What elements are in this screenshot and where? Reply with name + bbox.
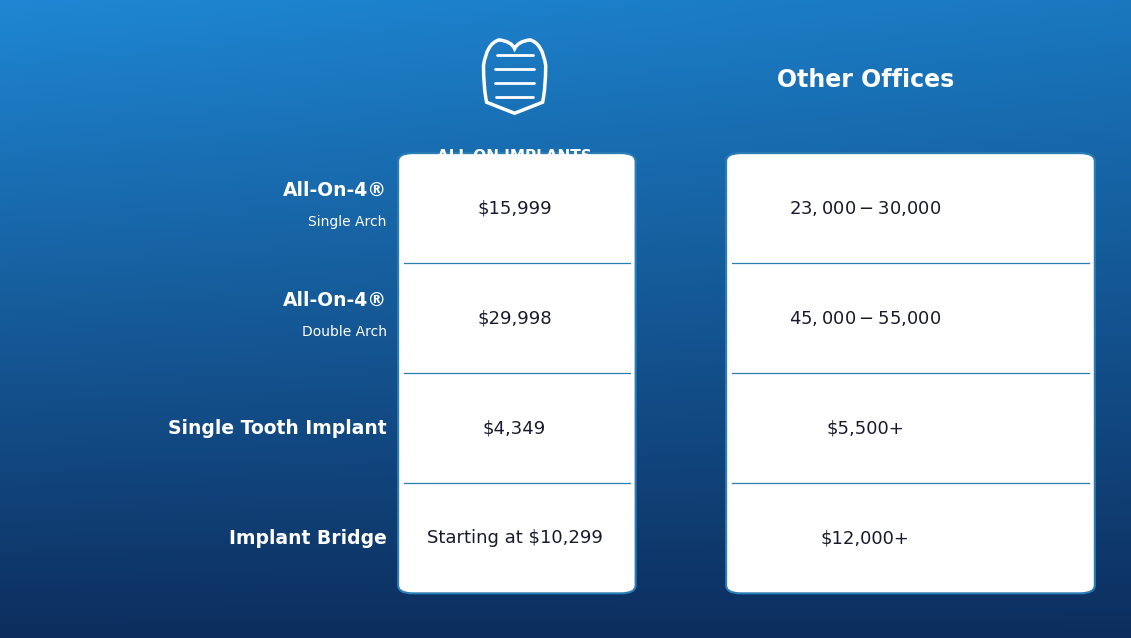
Text: $12,000+: $12,000+ bbox=[821, 530, 909, 547]
Text: $4,349: $4,349 bbox=[483, 419, 546, 437]
Text: Implant Bridge: Implant Bridge bbox=[228, 529, 387, 548]
Text: Starting at $10,299: Starting at $10,299 bbox=[426, 530, 603, 547]
Text: ALL ON IMPLANTS: ALL ON IMPLANTS bbox=[438, 149, 592, 164]
Text: Double Arch: Double Arch bbox=[302, 325, 387, 339]
Text: All-On-4®: All-On-4® bbox=[283, 181, 387, 200]
Text: $15,999: $15,999 bbox=[477, 199, 552, 217]
FancyBboxPatch shape bbox=[398, 153, 636, 593]
Text: $29,998: $29,998 bbox=[477, 309, 552, 327]
Text: Single Arch: Single Arch bbox=[309, 215, 387, 229]
Text: Single Tooth Implant: Single Tooth Implant bbox=[169, 419, 387, 438]
Text: All-On-4®: All-On-4® bbox=[283, 291, 387, 310]
Text: $5,500+: $5,500+ bbox=[827, 419, 904, 437]
Text: $23,000 - $30,000: $23,000 - $30,000 bbox=[789, 198, 941, 218]
Text: Other Offices: Other Offices bbox=[777, 68, 953, 92]
FancyBboxPatch shape bbox=[726, 153, 1095, 593]
Text: $45,000 - $55,000: $45,000 - $55,000 bbox=[789, 309, 941, 328]
